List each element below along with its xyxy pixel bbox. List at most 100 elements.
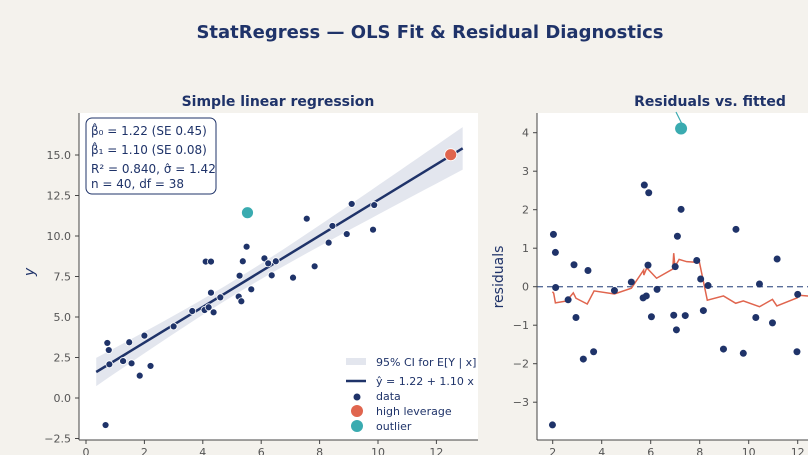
right-y-axis-label: residuals (491, 246, 507, 309)
data-point (370, 201, 379, 209)
data-point (242, 242, 251, 251)
residual-data-point (677, 205, 685, 213)
residual-data-point (642, 292, 650, 300)
residual-data-point (693, 257, 701, 265)
stats-line-n: n = 40, df = 38 (91, 177, 184, 191)
residual-data-point (681, 312, 689, 320)
residual-data-point (552, 283, 560, 291)
left-x-tick-label: 12 (429, 446, 443, 455)
data-point (237, 297, 246, 306)
legend-ci-label: 95% CI for E[Y | x] (376, 356, 476, 369)
right-y-tick-label: 4 (522, 127, 529, 140)
data-point (204, 303, 213, 312)
outlier-annotation-arrow (675, 111, 683, 125)
left-y-tick-label: 12.5 (47, 190, 72, 203)
residual-data-point (739, 349, 747, 357)
data-point (324, 238, 333, 247)
left-x-tick-label: 0 (83, 446, 90, 455)
data-point (104, 346, 113, 354)
residual-data-point (699, 307, 707, 315)
left-y-tick-label: 2.5 (54, 352, 72, 365)
residual-data-point (673, 232, 681, 240)
right-y-tick-label: 1 (522, 242, 529, 255)
data-point (271, 257, 280, 266)
residual-data-point (579, 355, 587, 363)
ci-band (96, 127, 463, 387)
residual-data-point (732, 225, 740, 233)
residual-data-point (549, 230, 557, 238)
right-y-tick-label: 3 (522, 165, 529, 178)
left-y-tick-label: 15.0 (47, 149, 72, 162)
left-y-tick-label: 10.0 (47, 230, 72, 243)
residual-data-point (590, 348, 598, 356)
legend-high-leverage-label: high leverage (376, 405, 452, 418)
legend-high-leverage-marker (351, 405, 363, 417)
residual-data-point (610, 287, 618, 295)
data-point (105, 360, 114, 369)
residual-data-point (794, 290, 802, 298)
data-point (119, 357, 127, 365)
right-y-tick-label: −1 (513, 319, 529, 332)
data-point (103, 339, 112, 347)
data-point (216, 293, 225, 302)
right-y-tick-label: −2 (513, 358, 529, 371)
residual-data-point (697, 275, 705, 283)
data-point (209, 308, 218, 317)
stats-line-beta0: β̂₀ = 1.22 (SE 0.45) (91, 122, 207, 138)
residual-data-point (647, 313, 655, 321)
residual-data-point (768, 319, 776, 327)
data-point (207, 257, 215, 266)
data-point (146, 362, 155, 370)
left-panel-title: Simple linear regression (182, 94, 375, 110)
high-leverage-point (444, 148, 458, 162)
data-point (369, 225, 377, 234)
residual-data-point (653, 285, 661, 293)
data-point (342, 230, 351, 238)
legend-outlier-marker (351, 420, 363, 432)
data-point (238, 257, 247, 266)
data-point (140, 331, 149, 340)
right-x-tick-label: 10 (742, 446, 756, 455)
left-x-tick-label: 8 (316, 446, 323, 455)
data-point (127, 359, 136, 368)
residual-data-point (627, 278, 635, 286)
stats-line-beta1: β̂₁ = 1.10 (SE 0.08) (91, 141, 207, 157)
right-x-tick-label: 8 (696, 446, 703, 455)
data-point (302, 214, 311, 223)
residual-data-point (548, 421, 556, 429)
right-x-tick-label: 2 (549, 446, 556, 455)
residual-data-point (644, 261, 652, 269)
data-point (310, 262, 319, 271)
residual-data-point (793, 348, 801, 356)
residual-data-point (752, 314, 760, 321)
data-point (101, 421, 110, 429)
right-x-tick-label: 4 (598, 446, 605, 455)
data-point (135, 371, 144, 380)
residual-data-point (670, 311, 678, 319)
data-point (289, 273, 297, 282)
data-point (328, 222, 337, 230)
data-point (267, 271, 276, 280)
legend-data-label: data (376, 390, 401, 403)
left-y-tick-label: 5.0 (54, 311, 72, 324)
residual-data-point (671, 263, 679, 271)
right-plot-area (537, 113, 808, 440)
right-panel-title: Residuals vs. fitted (634, 94, 786, 110)
right-y-tick-label: 2 (522, 204, 529, 217)
left-x-tick-label: 4 (199, 446, 206, 455)
residual-data-point (672, 326, 680, 334)
residual-data-point (572, 314, 580, 321)
residual-data-point (719, 345, 727, 353)
residual-data-point (704, 282, 712, 290)
left-y-axis-label: y (22, 267, 38, 277)
outlier-point (241, 206, 254, 220)
data-point (347, 200, 356, 208)
legend: 95% CI for E[Y | x] ŷ = 1.22 + 1.10 x da… (346, 356, 476, 433)
residual-data-point (645, 189, 653, 197)
data-point (188, 307, 197, 315)
left-x-tick-label: 10 (371, 446, 385, 455)
legend-data-marker (353, 393, 361, 401)
residual-outlier-point (675, 122, 688, 135)
